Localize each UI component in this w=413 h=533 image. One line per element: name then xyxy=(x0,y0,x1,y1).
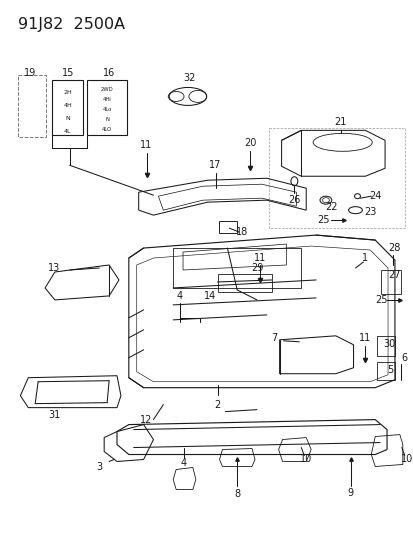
Text: 27: 27 xyxy=(388,270,400,280)
Text: 20: 20 xyxy=(243,139,256,148)
Text: 4L: 4L xyxy=(64,129,71,134)
Text: 16: 16 xyxy=(103,68,115,77)
Text: 17: 17 xyxy=(209,160,221,170)
Bar xyxy=(380,270,400,294)
Text: 2: 2 xyxy=(214,400,220,410)
Bar xyxy=(376,362,394,379)
Bar xyxy=(173,248,301,288)
Text: 2WD: 2WD xyxy=(101,87,113,92)
Text: 8: 8 xyxy=(234,489,240,499)
Text: 10: 10 xyxy=(400,455,412,464)
Text: 21: 21 xyxy=(334,117,346,127)
Text: 26: 26 xyxy=(287,195,300,205)
Text: 4LO: 4LO xyxy=(102,127,112,132)
Text: 3: 3 xyxy=(96,463,102,472)
Text: 31: 31 xyxy=(49,410,61,419)
Text: 1: 1 xyxy=(361,253,368,263)
Text: 25: 25 xyxy=(317,215,330,225)
Bar xyxy=(19,76,46,138)
Text: 6: 6 xyxy=(401,353,407,363)
Text: N: N xyxy=(105,117,109,122)
Text: 4: 4 xyxy=(180,458,187,469)
Text: 24: 24 xyxy=(368,191,380,201)
Text: 11: 11 xyxy=(253,253,266,263)
Text: 4H: 4H xyxy=(63,103,72,108)
Text: 7: 7 xyxy=(271,333,277,343)
Text: 15: 15 xyxy=(62,68,74,77)
Text: 10: 10 xyxy=(299,455,311,464)
Bar xyxy=(87,80,126,135)
Bar xyxy=(52,80,83,135)
Text: 13: 13 xyxy=(47,263,60,273)
Text: 32: 32 xyxy=(183,74,196,84)
Text: 9: 9 xyxy=(347,488,353,498)
Text: 4Hi: 4Hi xyxy=(102,97,111,102)
Text: N: N xyxy=(65,116,70,121)
Text: 29: 29 xyxy=(250,263,263,273)
Text: 4: 4 xyxy=(177,291,183,301)
Text: 2H: 2H xyxy=(63,90,72,95)
Text: 28: 28 xyxy=(388,243,400,253)
Bar xyxy=(268,128,404,228)
Text: 14: 14 xyxy=(203,291,215,301)
Bar xyxy=(376,336,394,356)
Text: 11: 11 xyxy=(358,333,370,343)
Text: 11: 11 xyxy=(140,140,152,150)
Text: 25: 25 xyxy=(374,295,387,305)
Text: 23: 23 xyxy=(363,207,375,217)
Text: 91J82  2500A: 91J82 2500A xyxy=(19,17,125,31)
Text: 22: 22 xyxy=(325,202,337,212)
Text: 18: 18 xyxy=(235,227,248,237)
Text: 12: 12 xyxy=(140,415,152,425)
Text: 30: 30 xyxy=(382,339,394,349)
Text: 19: 19 xyxy=(24,68,36,77)
Bar xyxy=(219,221,237,233)
Bar xyxy=(217,274,271,292)
Text: 5: 5 xyxy=(386,365,392,375)
Text: 4Lo: 4Lo xyxy=(102,107,112,112)
